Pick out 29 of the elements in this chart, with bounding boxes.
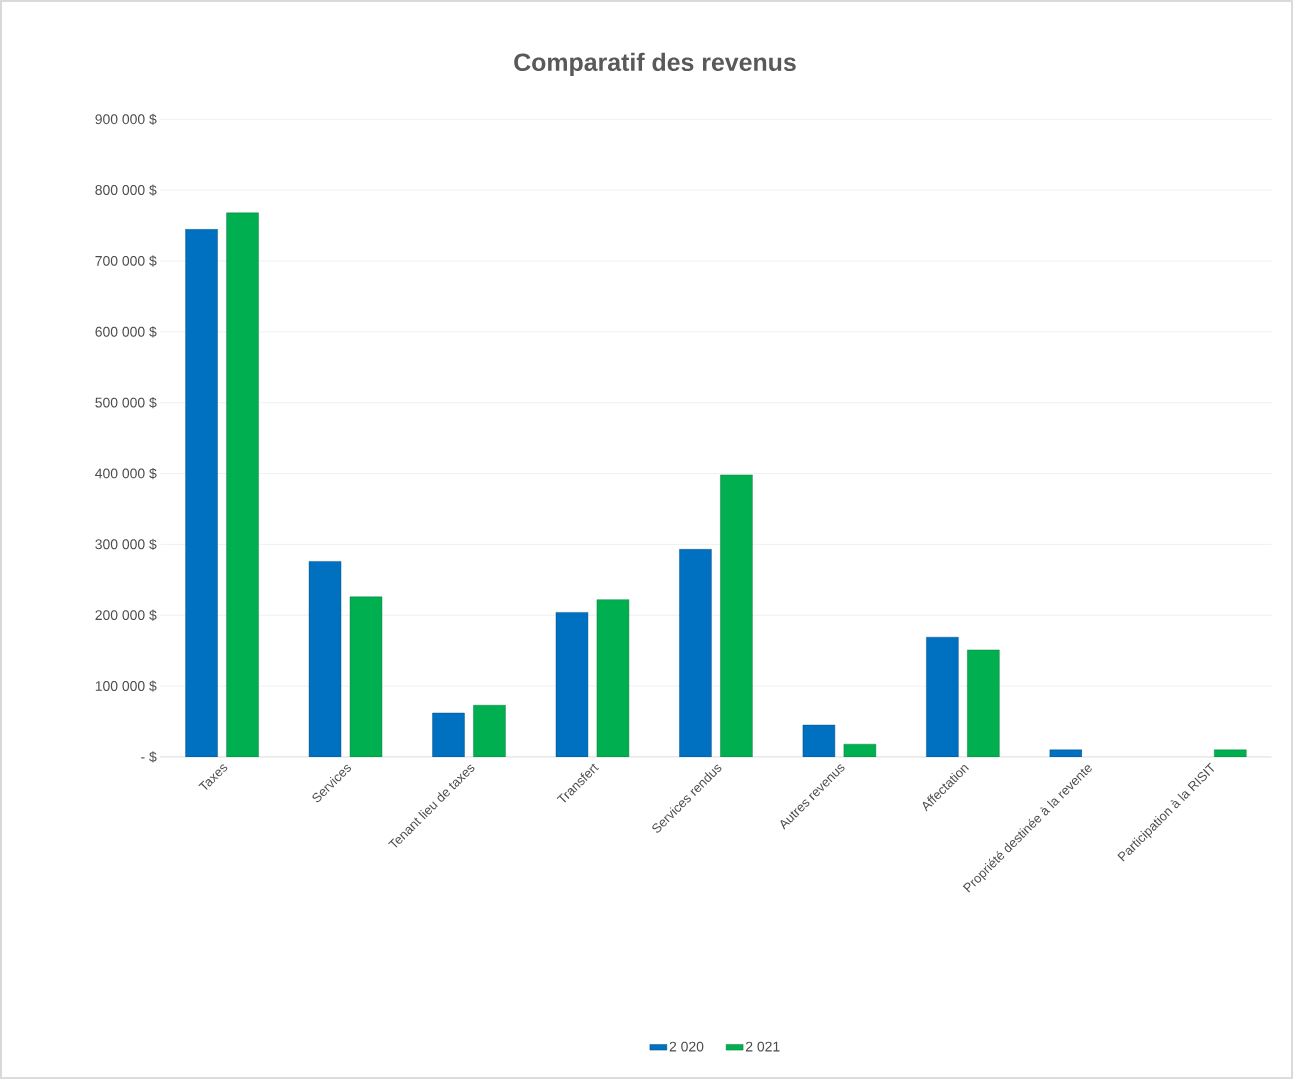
bar (596, 599, 630, 757)
bar (967, 649, 1000, 757)
y-tick-label: 800 000 $ (95, 184, 157, 196)
bar (926, 636, 959, 757)
bar (802, 724, 836, 757)
bar (555, 612, 589, 757)
bar (185, 228, 218, 757)
bar (226, 212, 259, 757)
y-tick-label: 600 000 $ (95, 326, 157, 338)
bar (1049, 749, 1083, 757)
bar (432, 712, 465, 757)
y-tick-label: 100 000 $ (95, 680, 157, 692)
bar (679, 549, 712, 757)
legend-label: 2 021 (746, 1041, 780, 1052)
chart-title: Comparatif des revenus (514, 52, 796, 76)
y-tick-label: 700 000 $ (95, 255, 157, 267)
y-tick-label: 500 000 $ (95, 396, 157, 409)
y-tick-label: 300 000 $ (95, 538, 157, 550)
legend-label: 2 020 (669, 1041, 704, 1052)
bar (349, 596, 383, 757)
bar (843, 743, 877, 757)
bar (308, 561, 342, 757)
bar (720, 474, 753, 757)
bar (473, 704, 506, 757)
bar (1214, 749, 1247, 757)
y-tick-label: 900 000 $ (95, 113, 157, 125)
y-tick-label: 200 000 $ (95, 609, 157, 621)
y-tick-label: - $ (141, 751, 157, 763)
y-tick-label: 400 000 $ (95, 467, 157, 480)
